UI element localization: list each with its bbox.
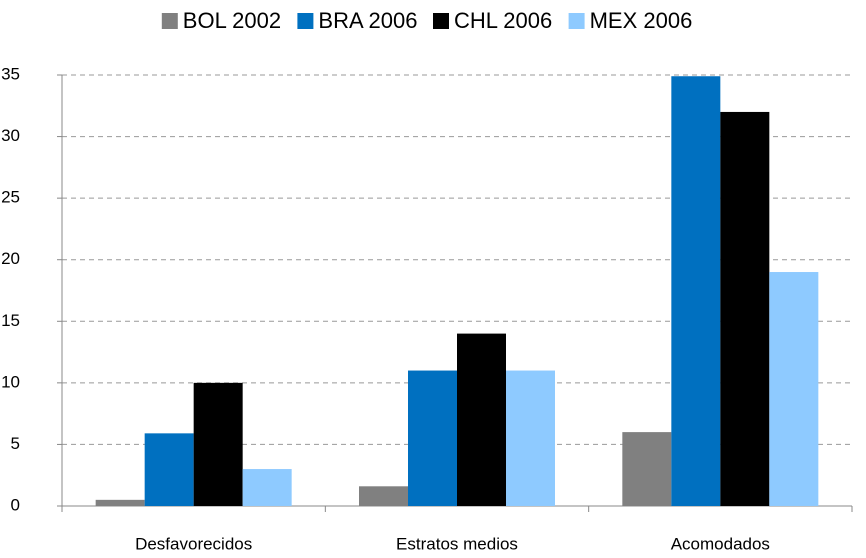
bar <box>193 382 243 506</box>
y-tick-label: 0 <box>11 495 20 514</box>
bar <box>457 333 506 506</box>
legend-swatch <box>297 13 314 29</box>
bar <box>359 486 408 506</box>
x-tick-label: Desfavorecidos <box>135 534 252 553</box>
legend-swatch <box>433 13 449 29</box>
legend-label: CHL 2006 <box>454 8 552 33</box>
y-tick-label: 10 <box>1 372 20 391</box>
y-tick-label: 35 <box>1 64 20 83</box>
legend-label: MEX 2006 <box>590 8 693 33</box>
legend-label: BRA 2006 <box>318 8 417 33</box>
legend-label: BOL 2002 <box>183 8 281 33</box>
bar <box>769 272 819 506</box>
legend-swatch <box>568 13 585 29</box>
bar <box>408 370 457 506</box>
bar <box>506 370 555 506</box>
bar <box>720 111 770 506</box>
y-tick-label: 15 <box>1 311 20 330</box>
bar <box>242 469 292 506</box>
bar <box>671 76 721 506</box>
bar <box>144 433 194 506</box>
legend-swatch <box>161 13 178 29</box>
y-tick-label: 5 <box>11 434 20 453</box>
x-tick-label: Acomodados <box>671 534 770 553</box>
bar <box>622 432 672 506</box>
y-tick-label: 20 <box>1 249 20 268</box>
y-tick-label: 25 <box>1 188 20 207</box>
y-tick-label: 30 <box>1 126 20 145</box>
bar <box>95 499 145 506</box>
x-tick-label: Estratos medios <box>396 534 518 553</box>
